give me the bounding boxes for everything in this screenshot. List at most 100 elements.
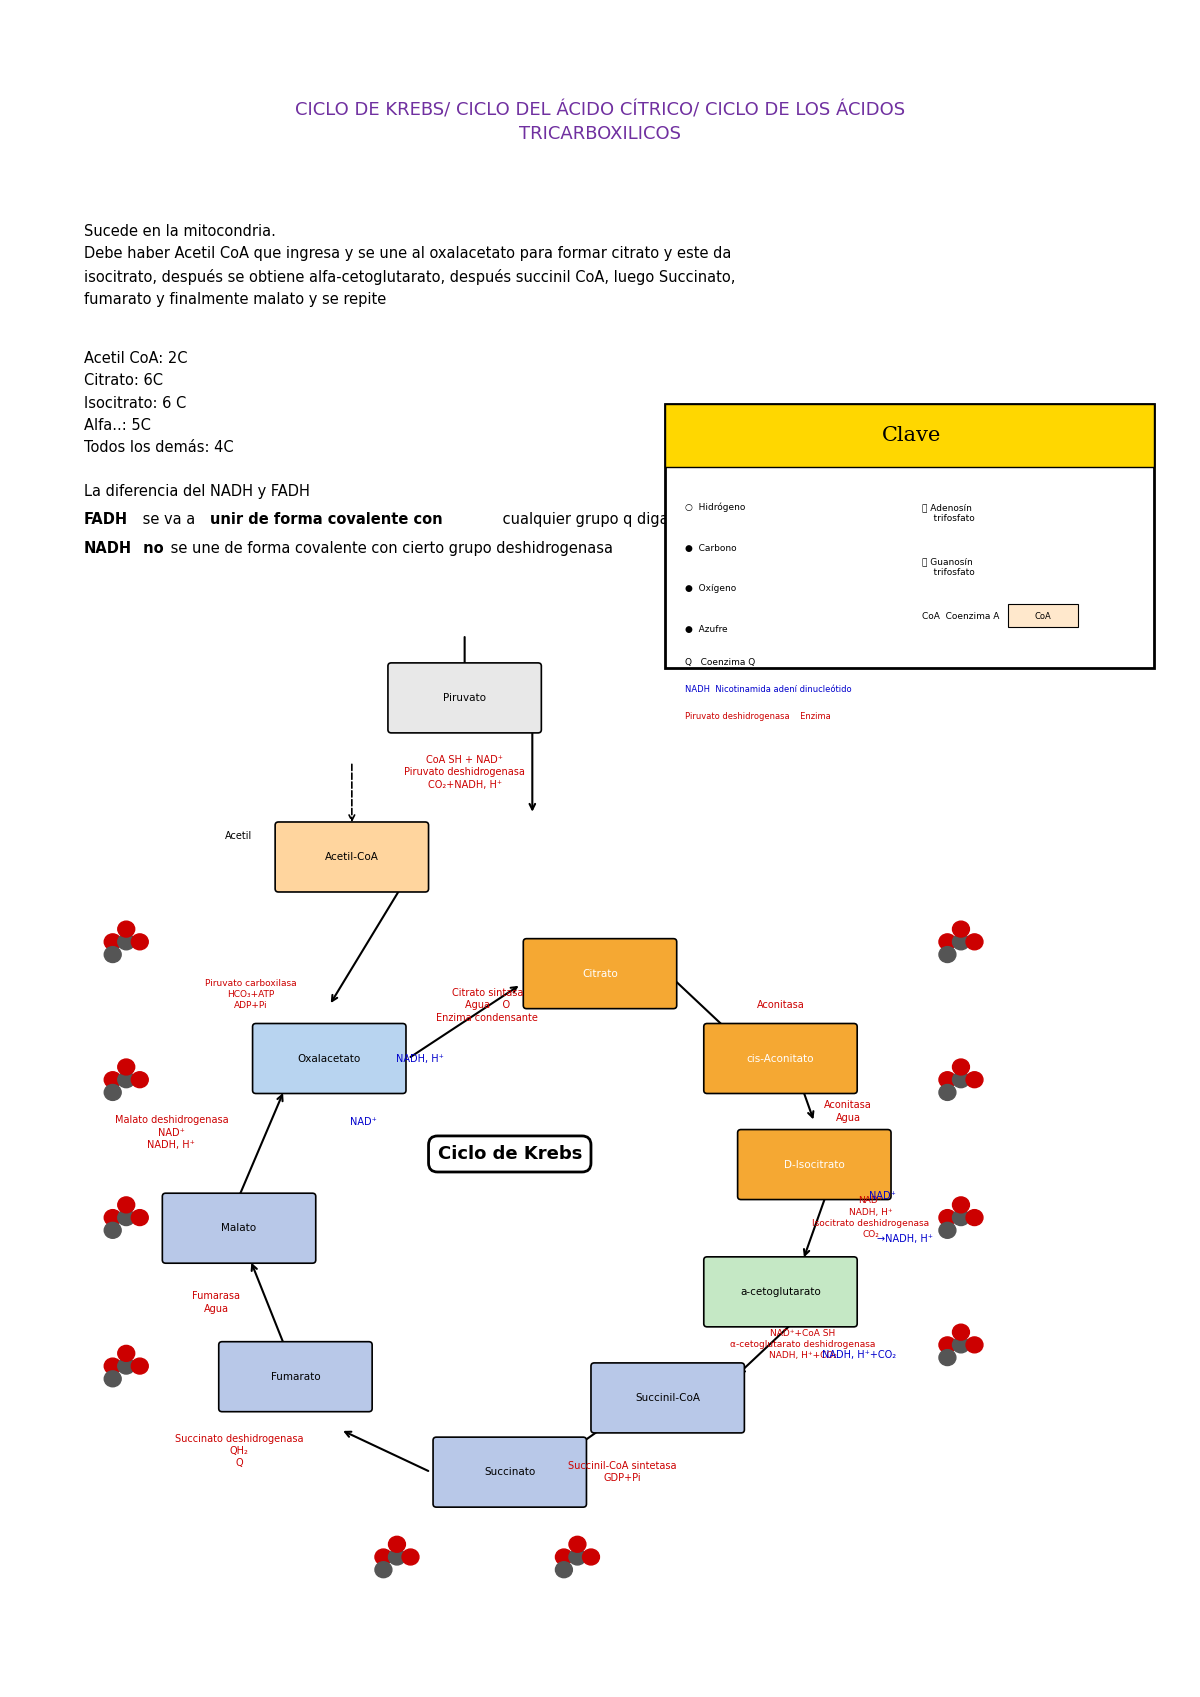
Circle shape [389, 1536, 406, 1553]
Circle shape [953, 921, 970, 937]
Text: se une de forma covalente con cierto grupo deshidrogenasa: se une de forma covalente con cierto gru… [166, 541, 613, 557]
Circle shape [118, 1059, 134, 1074]
Text: Piruvato carboxilasa
HCO₃+ATP
ADP+Pi: Piruvato carboxilasa HCO₃+ATP ADP+Pi [204, 979, 296, 1010]
Circle shape [104, 1210, 121, 1225]
Circle shape [104, 933, 121, 950]
Circle shape [966, 1073, 983, 1088]
Circle shape [131, 1073, 149, 1088]
FancyBboxPatch shape [665, 404, 1154, 667]
Circle shape [938, 1073, 956, 1088]
Circle shape [953, 933, 970, 950]
Circle shape [953, 1059, 970, 1074]
Text: Citrato: Citrato [582, 969, 618, 979]
Text: se va a: se va a [138, 512, 200, 528]
Circle shape [953, 1210, 970, 1225]
Circle shape [938, 1084, 956, 1100]
Text: Piruvato: Piruvato [443, 692, 486, 703]
Text: CoA: CoA [1034, 611, 1051, 621]
Text: Succinil-CoA sintetasa
GDP+Pi: Succinil-CoA sintetasa GDP+Pi [569, 1461, 677, 1483]
Circle shape [118, 1346, 134, 1361]
Circle shape [966, 1210, 983, 1225]
Text: NADH  Nicotinamida adení dinucleótido: NADH Nicotinamida adení dinucleótido [685, 686, 852, 694]
Circle shape [118, 1358, 134, 1375]
Text: NADH, H⁺+CO₂: NADH, H⁺+CO₂ [822, 1351, 896, 1361]
Circle shape [118, 933, 134, 950]
Text: 🌟 Guanosín
    trifosfato: 🌟 Guanosín trifosfato [922, 557, 974, 577]
Text: TRICARBOXILICOS: TRICARBOXILICOS [520, 126, 682, 143]
Circle shape [104, 1222, 121, 1239]
Text: NADH: NADH [84, 541, 132, 557]
Text: Fumarasa
Agua: Fumarasa Agua [192, 1291, 240, 1313]
Text: deshidrogenasa: deshidrogenasa [710, 512, 842, 528]
Text: Acetil: Acetil [226, 832, 253, 840]
Text: ●  Azufre: ● Azufre [685, 624, 728, 635]
Circle shape [582, 1549, 600, 1565]
Circle shape [118, 1073, 134, 1088]
Text: Malato: Malato [222, 1224, 257, 1234]
Text: ●  Carbono: ● Carbono [685, 543, 737, 553]
FancyBboxPatch shape [590, 1363, 744, 1432]
Text: →NADH, H⁺: →NADH, H⁺ [876, 1234, 932, 1244]
Text: Q   Coenzima Q: Q Coenzima Q [685, 658, 756, 667]
Text: Acetil CoA: 2C
Citrato: 6C
Isocitrato: 6 C
Alfa..: 5C
Todos los demás: 4C: Acetil CoA: 2C Citrato: 6C Isocitrato: 6… [84, 351, 234, 455]
Text: Succinil-CoA: Succinil-CoA [635, 1393, 700, 1403]
Text: Succinato: Succinato [484, 1468, 535, 1476]
Text: NAD⁺+CoA SH
α-cetoglutarato deshidrogenasa
NADH, H⁺+CO₂: NAD⁺+CoA SH α-cetoglutarato deshidrogena… [731, 1329, 876, 1361]
Text: Piruvato deshidrogenasa    Enzima: Piruvato deshidrogenasa Enzima [685, 713, 830, 721]
Text: ○  Hidrógeno: ○ Hidrógeno [685, 502, 745, 512]
Circle shape [953, 1324, 970, 1341]
Circle shape [104, 1371, 121, 1386]
FancyBboxPatch shape [252, 1023, 406, 1093]
Text: unir de forma covalente con: unir de forma covalente con [210, 512, 443, 528]
FancyBboxPatch shape [218, 1342, 372, 1412]
FancyBboxPatch shape [275, 821, 428, 893]
Circle shape [131, 1358, 149, 1375]
Circle shape [118, 1210, 134, 1225]
Circle shape [569, 1549, 586, 1565]
Text: Succinato deshidrogenasa
QH₂
Q: Succinato deshidrogenasa QH₂ Q [175, 1434, 304, 1468]
Circle shape [569, 1536, 586, 1553]
Circle shape [953, 1196, 970, 1213]
Text: CoA  Coenzima A: CoA Coenzima A [922, 611, 1000, 621]
Circle shape [938, 933, 956, 950]
FancyBboxPatch shape [703, 1257, 857, 1327]
Text: cualquier grupo q diga: cualquier grupo q diga [498, 512, 673, 528]
Circle shape [938, 1222, 956, 1239]
Text: Ciclo de Krebs: Ciclo de Krebs [438, 1145, 582, 1162]
Circle shape [966, 933, 983, 950]
Circle shape [938, 947, 956, 962]
FancyBboxPatch shape [162, 1193, 316, 1263]
Circle shape [104, 1084, 121, 1100]
Text: NAD⁺
NADH, H⁺
Isocitrato deshidrogenasa
CO₂: NAD⁺ NADH, H⁺ Isocitrato deshidrogenasa … [812, 1196, 929, 1239]
Text: cis-Aconitato: cis-Aconitato [746, 1054, 815, 1064]
Text: D-Isocitrato: D-Isocitrato [784, 1159, 845, 1169]
Text: La diferencia del NADH y FADH: La diferencia del NADH y FADH [84, 484, 310, 499]
Text: ●  Oxígeno: ● Oxígeno [685, 584, 737, 594]
Circle shape [104, 947, 121, 962]
Circle shape [556, 1561, 572, 1578]
Text: CoA SH + NAD⁺
Piruvato deshidrogenasa
CO₂+NADH, H⁺: CoA SH + NAD⁺ Piruvato deshidrogenasa CO… [404, 755, 526, 789]
FancyBboxPatch shape [703, 1023, 857, 1093]
Circle shape [118, 1196, 134, 1213]
Text: CICLO DE KREBS/ CICLO DEL ÁCIDO CÍTRICO/ CICLO DE LOS ÁCIDOS: CICLO DE KREBS/ CICLO DEL ÁCIDO CÍTRICO/… [295, 102, 905, 119]
Text: FADH: FADH [84, 512, 128, 528]
Circle shape [131, 1210, 149, 1225]
Circle shape [374, 1549, 392, 1565]
Circle shape [104, 1073, 121, 1088]
Circle shape [938, 1210, 956, 1225]
FancyBboxPatch shape [523, 938, 677, 1008]
Text: Clave: Clave [882, 426, 942, 445]
Text: Fumarato: Fumarato [271, 1371, 320, 1381]
Text: Aconitasa
Agua: Aconitasa Agua [824, 1100, 872, 1123]
Text: Acetil-CoA: Acetil-CoA [325, 852, 379, 862]
Circle shape [966, 1337, 983, 1353]
Text: Oxalacetato: Oxalacetato [298, 1054, 361, 1064]
Circle shape [953, 1337, 970, 1353]
Circle shape [118, 921, 134, 937]
FancyBboxPatch shape [433, 1437, 587, 1507]
Circle shape [556, 1549, 572, 1565]
Circle shape [953, 1073, 970, 1088]
Text: Citrato sintasa
Agua    O
Enzima condensante: Citrato sintasa Agua O Enzima condensant… [437, 988, 538, 1023]
Text: Aconitasa: Aconitasa [757, 1001, 804, 1010]
Text: NADH, H⁺: NADH, H⁺ [396, 1054, 444, 1064]
